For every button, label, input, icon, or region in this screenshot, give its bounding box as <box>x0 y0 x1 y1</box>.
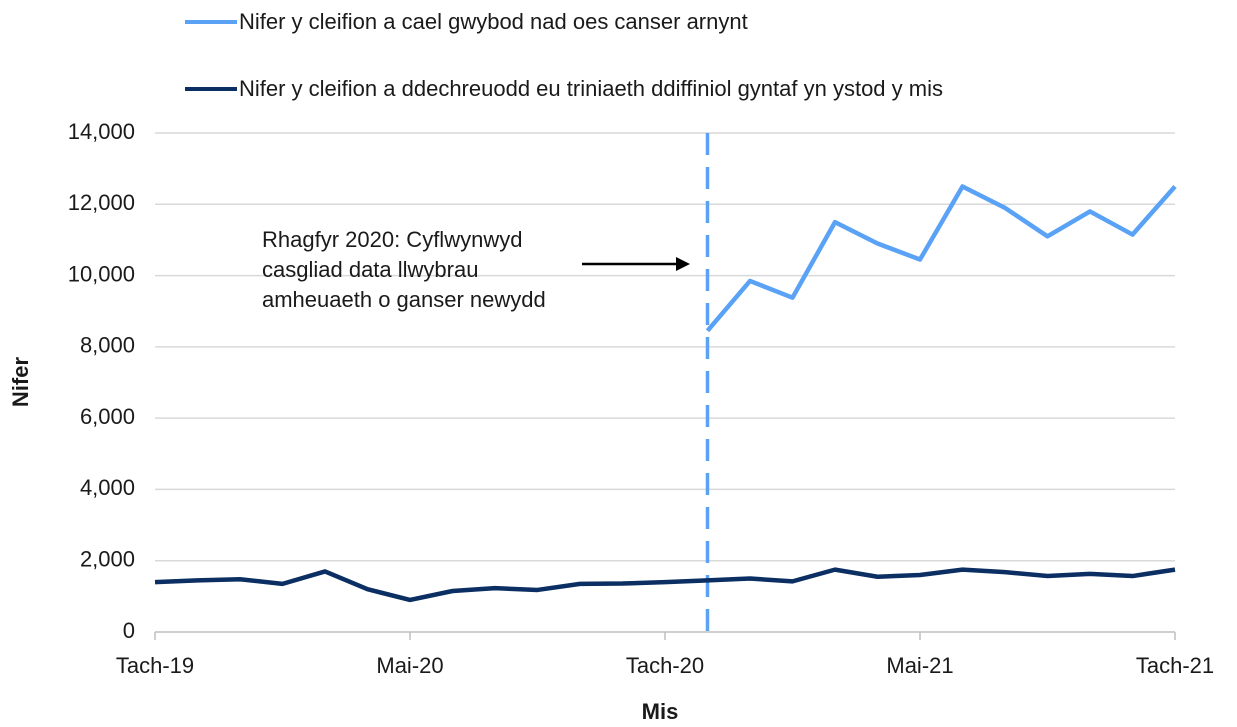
y-tick-label: 8,000 <box>80 333 135 358</box>
y-tick-label: 6,000 <box>80 404 135 429</box>
y-tick-label: 12,000 <box>68 190 135 215</box>
series-line <box>154 567 1176 603</box>
annotation-arrowhead <box>676 257 690 271</box>
x-tick-label: Tach-19 <box>116 653 194 678</box>
y-tick-label: 0 <box>123 618 135 643</box>
x-tick-label: Mai-21 <box>886 653 953 678</box>
legend-swatch <box>185 20 237 24</box>
y-tick-label: 4,000 <box>80 475 135 500</box>
legend-label: Nifer y cleifion a cael gwybod nad oes c… <box>239 9 748 34</box>
x-tick-label: Tach-20 <box>626 653 704 678</box>
y-tick-label: 14,000 <box>68 119 135 144</box>
y-axis-label: Nifer <box>8 357 33 408</box>
x-tick-label: Mai-20 <box>376 653 443 678</box>
x-axis-label: Mis <box>642 699 679 724</box>
y-tick-label: 2,000 <box>80 547 135 572</box>
legend-swatch <box>185 87 237 91</box>
series-line <box>705 184 1177 333</box>
annotation: Rhagfyr 2020: Cyflwynwyd <box>262 227 522 252</box>
annotation: amheuaeth o ganser newydd <box>262 287 546 312</box>
annotation: casgliad data llwybrau <box>262 257 478 282</box>
y-tick-label: 10,000 <box>68 261 135 286</box>
x-tick-label: Tach-21 <box>1136 653 1214 678</box>
legend-label: Nifer y cleifion a ddechreuodd eu trinia… <box>239 76 943 101</box>
